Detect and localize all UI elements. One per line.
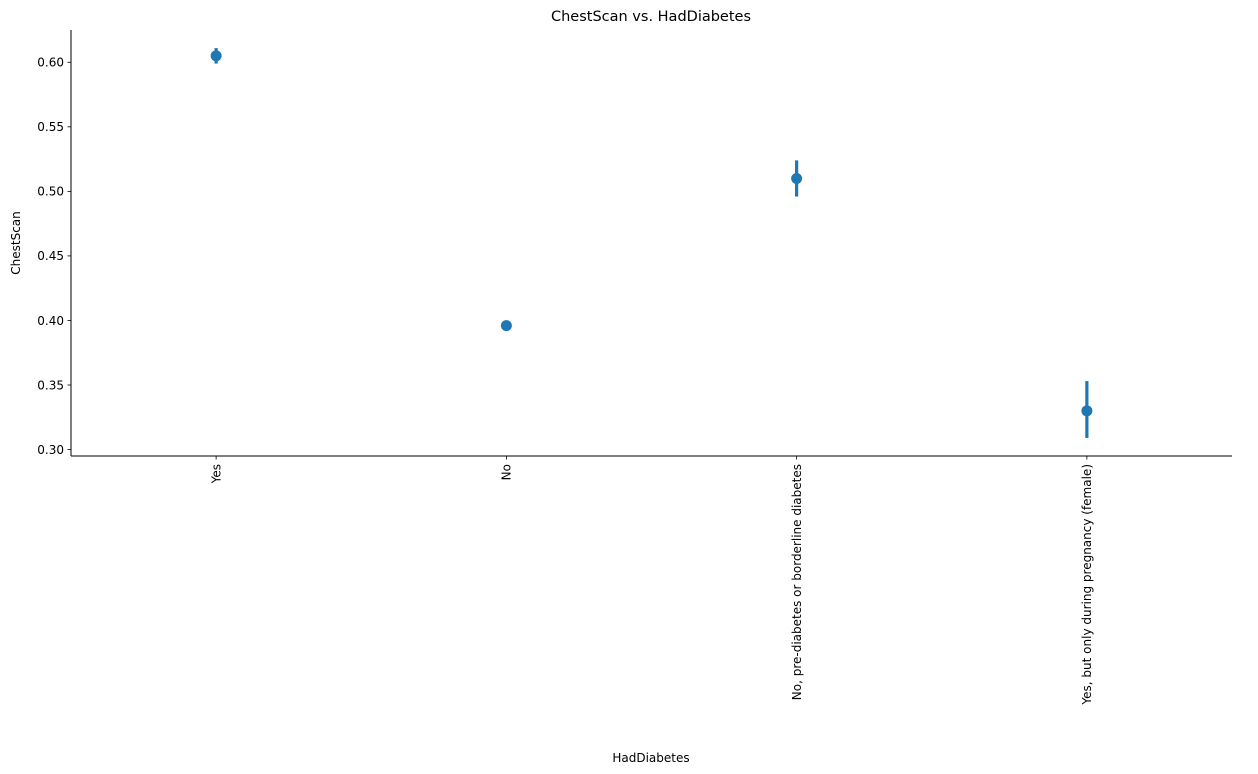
y-tick-label: 0.40 xyxy=(37,314,64,328)
y-tick-label: 0.45 xyxy=(37,249,64,263)
x-tick-label: No xyxy=(500,464,514,480)
y-tick-label: 0.35 xyxy=(37,378,64,392)
y-ticks: 0.30 0.35 0.40 0.45 0.50 0.55 0.60 xyxy=(37,56,71,457)
x-ticks: Yes No No, pre-diabetes or borderline diab… xyxy=(209,456,1094,706)
plot-area xyxy=(210,48,1093,438)
chart-title: ChestScan vs. HadDiabetes xyxy=(551,9,751,25)
y-tick-label: 0.30 xyxy=(37,443,64,457)
y-tick-label: 0.60 xyxy=(37,56,64,70)
x-tick-label: Yes, but only during pregnancy (female) xyxy=(1080,464,1094,706)
x-axis-title: HadDiabetes xyxy=(612,751,689,765)
x-tick-label: No, pre-diabetes or borderline diabetes xyxy=(790,464,804,700)
y-tick-label: 0.50 xyxy=(37,185,64,199)
data-point xyxy=(1081,405,1093,417)
data-point xyxy=(500,320,512,332)
x-tick-label: Yes xyxy=(209,464,223,484)
data-point xyxy=(791,172,803,184)
y-tick-label: 0.55 xyxy=(37,120,64,134)
y-axis-title: ChestScan xyxy=(9,211,23,275)
data-point xyxy=(210,50,222,62)
